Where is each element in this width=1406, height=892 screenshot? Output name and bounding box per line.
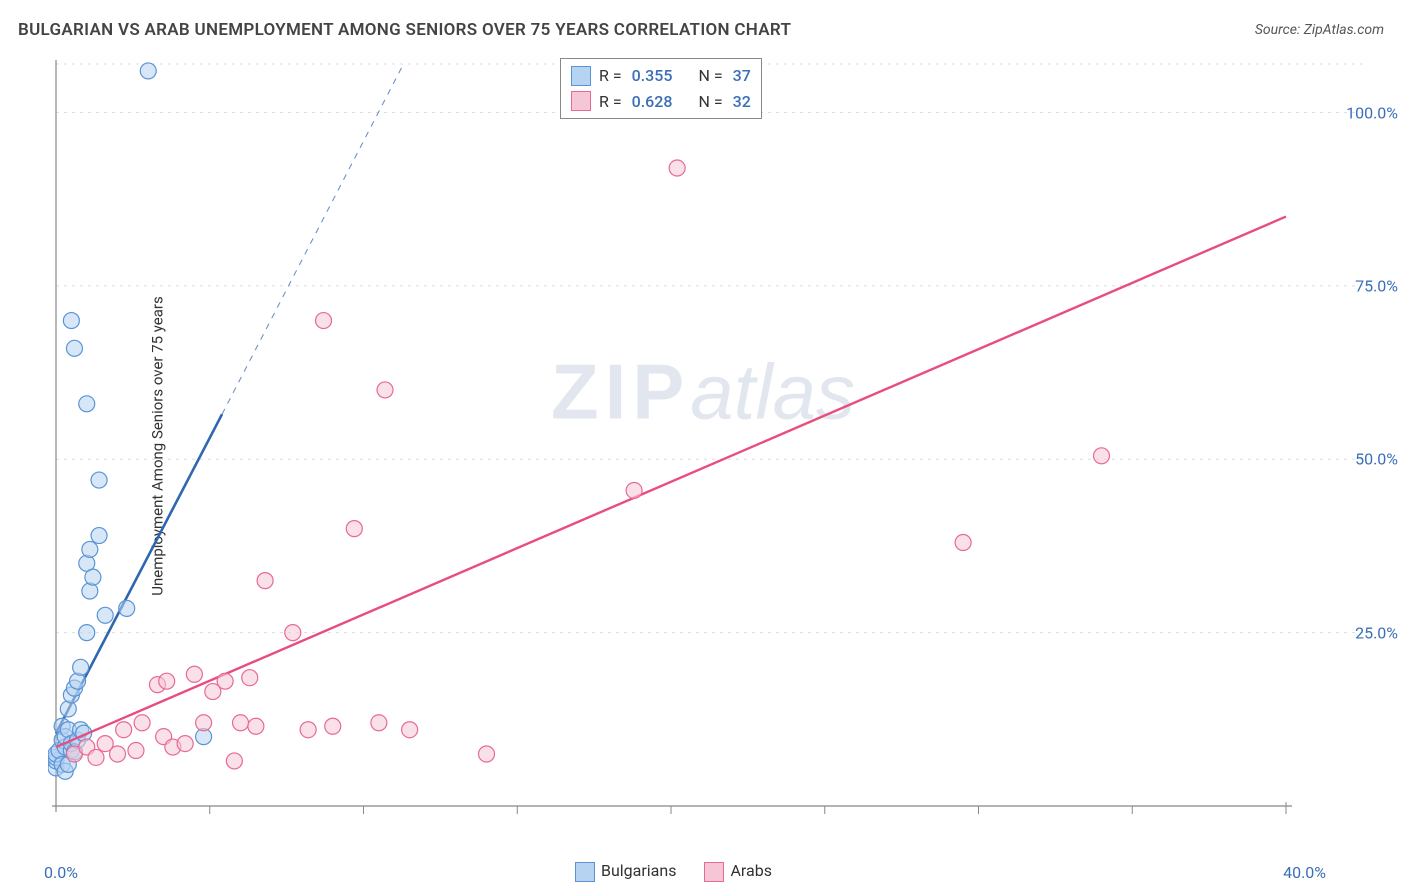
point-bulgarians: [85, 569, 101, 585]
point-arabs: [134, 715, 150, 731]
trend-line-dashed-bulgarians: [222, 64, 403, 414]
legend-swatch: [704, 862, 724, 882]
legend-swatch: [571, 66, 591, 86]
point-bulgarians: [73, 659, 89, 675]
point-arabs: [316, 313, 332, 329]
point-bulgarians: [70, 673, 86, 689]
point-arabs: [371, 715, 387, 731]
point-arabs: [479, 746, 495, 762]
legend-r-label: R =: [599, 63, 622, 89]
point-bulgarians: [91, 528, 107, 544]
point-arabs: [257, 573, 273, 589]
point-arabs: [186, 666, 202, 682]
y-tick-label: 50.0%: [1355, 450, 1398, 469]
point-bulgarians: [91, 472, 107, 488]
point-arabs: [233, 715, 249, 731]
point-arabs: [626, 482, 642, 498]
legend-n-label: N =: [698, 63, 722, 89]
point-arabs: [128, 743, 144, 759]
legend-n-label: N =: [698, 89, 722, 115]
point-arabs: [955, 534, 971, 550]
y-tick-label: 100.0%: [1346, 103, 1398, 122]
source-value: ZipAtlas.com: [1304, 22, 1384, 38]
point-bulgarians: [82, 541, 98, 557]
point-arabs: [377, 382, 393, 398]
point-arabs: [248, 718, 264, 734]
point-arabs: [285, 625, 301, 641]
point-bulgarians: [97, 607, 113, 623]
y-tick-label: 25.0%: [1355, 623, 1398, 642]
point-bulgarians: [79, 396, 95, 412]
correlation-legend: R = 0.355 N = 37 R = 0.628 N = 32: [560, 58, 762, 119]
point-arabs: [1094, 448, 1110, 464]
point-arabs: [110, 746, 126, 762]
legend-r-value: 0.355: [632, 63, 673, 89]
x-tick-min: 0.0%: [44, 863, 78, 882]
trend-line-arabs: [56, 217, 1286, 747]
legend-item: Bulgarians: [575, 861, 676, 882]
point-arabs: [196, 715, 212, 731]
point-arabs: [402, 722, 418, 738]
point-arabs: [177, 736, 193, 752]
legend-item: Arabs: [704, 861, 772, 882]
legend-swatch: [575, 862, 595, 882]
point-bulgarians: [79, 625, 95, 641]
source-label: Source: ZipAtlas.com: [1255, 22, 1384, 38]
legend-n-value: 32: [733, 89, 751, 115]
point-arabs: [159, 673, 175, 689]
source-prefix: Source:: [1255, 22, 1304, 38]
chart-title: BULGARIAN VS ARAB UNEMPLOYMENT AMONG SEN…: [18, 20, 791, 40]
legend-r-label: R =: [599, 89, 622, 115]
point-bulgarians: [66, 340, 82, 356]
legend-label: Arabs: [730, 861, 772, 880]
scatter-plot: [48, 56, 1366, 836]
point-arabs: [116, 722, 132, 738]
legend-row-arabs: R = 0.628 N = 32: [571, 89, 751, 115]
point-bulgarians: [119, 600, 135, 616]
point-arabs: [88, 749, 104, 765]
point-bulgarians: [60, 701, 76, 717]
point-arabs: [325, 718, 341, 734]
point-arabs: [217, 673, 233, 689]
legend-r-value: 0.628: [632, 89, 673, 115]
y-tick-label: 75.0%: [1355, 276, 1398, 295]
legend-row-bulgarians: R = 0.355 N = 37: [571, 63, 751, 89]
legend-n-value: 37: [733, 63, 751, 89]
legend-swatch: [571, 91, 591, 111]
x-tick-max: 40.0%: [1283, 863, 1326, 882]
legend-label: Bulgarians: [601, 861, 676, 880]
point-arabs: [669, 160, 685, 176]
point-bulgarians: [82, 583, 98, 599]
point-arabs: [226, 753, 242, 769]
point-bulgarians: [140, 63, 156, 79]
point-arabs: [346, 521, 362, 537]
series-legend: Bulgarians Arabs: [575, 861, 772, 882]
point-bulgarians: [63, 313, 79, 329]
point-arabs: [242, 670, 258, 686]
point-arabs: [300, 722, 316, 738]
